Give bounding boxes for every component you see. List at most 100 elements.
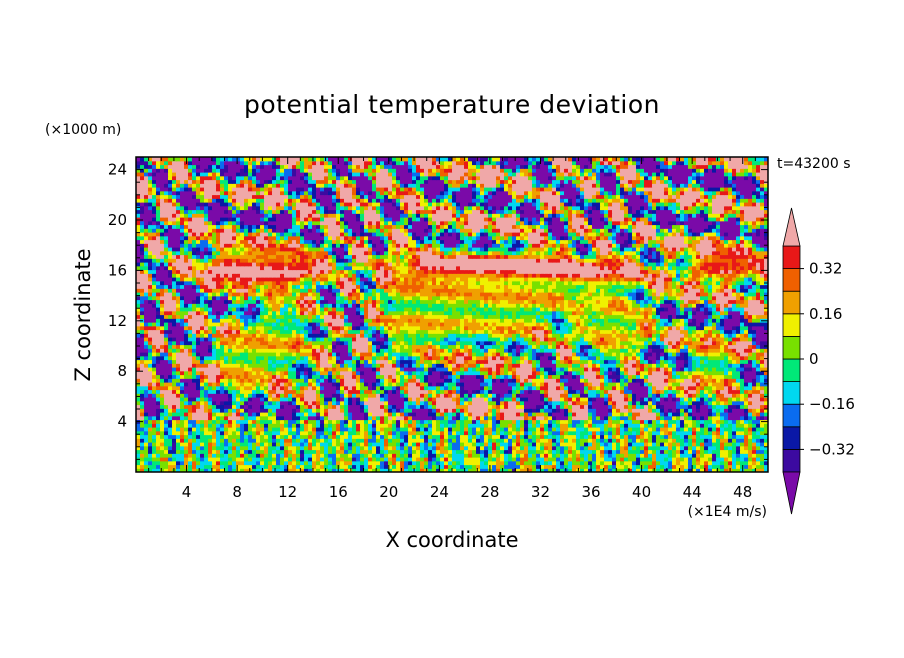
field-cell — [504, 389, 509, 394]
field-cell — [496, 464, 501, 469]
field-cell — [260, 359, 265, 364]
field-cell — [620, 464, 625, 469]
field-cell — [656, 393, 661, 398]
field-cell — [184, 445, 189, 451]
field-cell — [280, 397, 285, 402]
field-cell — [556, 442, 561, 447]
field-cell — [432, 415, 437, 421]
field-cell — [320, 370, 325, 376]
field-cell — [372, 423, 377, 428]
field-cell — [252, 438, 257, 443]
field-cell — [732, 389, 737, 394]
field-cell — [244, 385, 249, 391]
field-cell — [536, 400, 541, 406]
field-cell — [476, 445, 481, 451]
field-cell — [240, 389, 245, 394]
field-cell — [628, 423, 633, 428]
field-cell — [464, 393, 469, 398]
field-cell — [480, 453, 485, 458]
field-cell — [420, 378, 425, 383]
field-cell — [272, 442, 277, 447]
field-cell — [180, 382, 185, 387]
field-cell — [612, 434, 617, 439]
field-cell — [604, 378, 609, 383]
field-cell — [280, 389, 285, 394]
field-cell — [200, 397, 205, 402]
field-cell — [564, 370, 569, 376]
field-cell — [592, 419, 597, 424]
field-cell — [184, 385, 189, 391]
field-cell — [404, 400, 409, 406]
field-cell — [408, 363, 413, 368]
field-cell — [308, 415, 313, 421]
field-cell — [728, 445, 733, 451]
field-cell — [696, 449, 701, 454]
field-cell — [156, 393, 161, 398]
field-cell — [468, 355, 473, 361]
field-cell — [148, 412, 153, 417]
field-cell — [308, 359, 313, 364]
field-cell — [480, 464, 485, 469]
field-cell — [628, 430, 633, 436]
field-cell — [744, 427, 749, 432]
field-cell — [220, 449, 225, 454]
field-cell — [496, 449, 501, 454]
field-cell — [388, 464, 393, 469]
field-cell — [676, 453, 681, 458]
field-cell — [500, 363, 505, 368]
field-cell — [624, 400, 629, 406]
field-cell — [252, 393, 257, 398]
field-cell — [628, 445, 633, 451]
field-cell — [516, 460, 521, 466]
field-cell — [380, 438, 385, 443]
field-cell — [196, 382, 201, 387]
field-cell — [552, 397, 557, 402]
field-cell — [676, 393, 681, 398]
field-cell — [740, 434, 745, 439]
field-cell — [664, 393, 669, 398]
field-cell — [196, 453, 201, 458]
field-cell — [160, 423, 165, 428]
field-cell — [276, 434, 281, 439]
field-cell — [328, 408, 333, 413]
field-cell — [744, 367, 749, 372]
field-cell — [488, 393, 493, 398]
field-cell — [236, 363, 241, 368]
field-cell — [248, 434, 253, 439]
field-cell — [488, 382, 493, 387]
field-cell — [716, 457, 721, 462]
field-cell — [352, 385, 357, 391]
field-cell — [492, 352, 497, 357]
field-cell — [160, 374, 165, 379]
field-cell — [552, 415, 557, 421]
field-cell — [272, 449, 277, 454]
field-cell — [352, 445, 357, 451]
field-cell — [168, 393, 173, 398]
field-cell — [692, 460, 697, 466]
field-cell — [280, 382, 285, 387]
field-cell — [444, 382, 449, 387]
field-cell — [732, 460, 737, 466]
field-cell — [716, 408, 721, 413]
field-cell — [740, 397, 745, 402]
field-cell — [328, 419, 333, 424]
field-cell — [576, 385, 581, 391]
field-cell — [596, 378, 601, 383]
field-cell — [528, 378, 533, 383]
field-cell — [604, 468, 609, 472]
field-cell — [600, 468, 605, 472]
field-cell — [556, 382, 561, 387]
field-cell — [536, 367, 541, 372]
field-cell — [432, 449, 437, 454]
field-cell — [364, 457, 369, 462]
field-cell — [384, 445, 389, 451]
field-cell — [404, 389, 409, 394]
field-cell — [256, 438, 261, 443]
field-cell — [720, 382, 725, 387]
field-cell — [376, 430, 381, 436]
field-cell — [404, 427, 409, 432]
field-cell — [308, 412, 313, 417]
field-cell — [648, 434, 653, 439]
field-cell — [260, 404, 265, 409]
field-cell — [584, 468, 589, 472]
